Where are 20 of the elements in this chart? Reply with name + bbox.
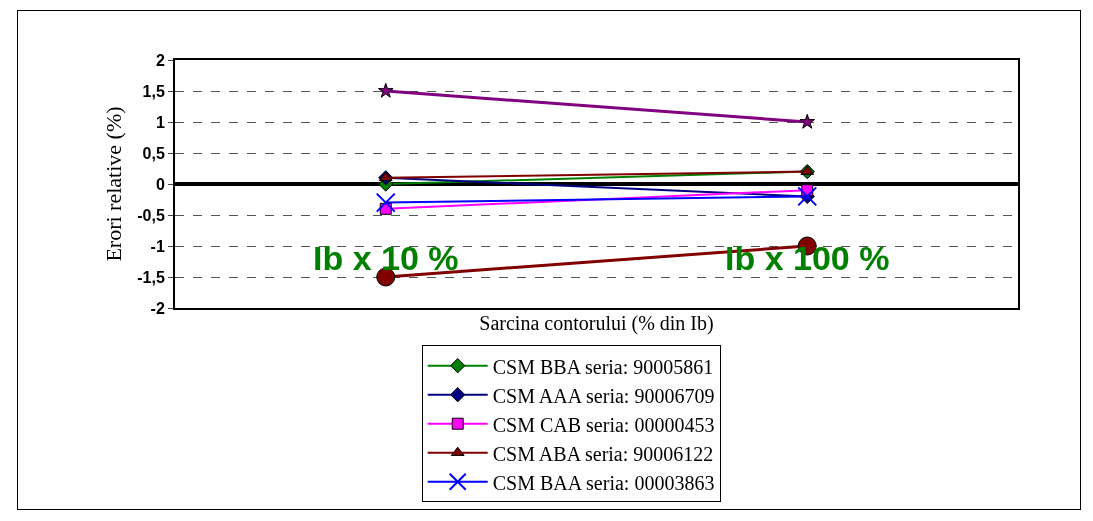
y-tick-label: -2 <box>150 299 165 317</box>
x-tick-label: Ib x 10 % <box>313 239 459 277</box>
point <box>375 192 396 213</box>
y-tick-label: 2 <box>155 51 165 69</box>
y-tick-label: 0 <box>155 175 165 193</box>
y-tick-label: 1 <box>155 113 165 131</box>
legend-label: CSM BAA seria: 00003863 <box>492 471 715 494</box>
y-tick-label: -0,5 <box>137 206 165 224</box>
legend-label: CSM BBA seria: 90005861 <box>492 355 714 378</box>
y-tick-label: -1,5 <box>137 268 165 286</box>
x-axis-title: Sarcina contorului (% din Ib) <box>479 312 714 336</box>
legend-label: CSM AAA seria: 90006709 <box>492 384 715 407</box>
y-tick-label: -1 <box>150 237 165 255</box>
y-tick-label: 1,5 <box>142 82 165 100</box>
point <box>377 82 394 98</box>
y-axis-title: Erori relative (%) <box>100 106 126 262</box>
legend-label: CSM ABA seria: 90006122 <box>492 442 714 465</box>
point <box>799 113 816 129</box>
y-tick-label: 0,5 <box>142 144 165 162</box>
legend-label: CSM CAB seria: 00000453 <box>492 413 715 436</box>
